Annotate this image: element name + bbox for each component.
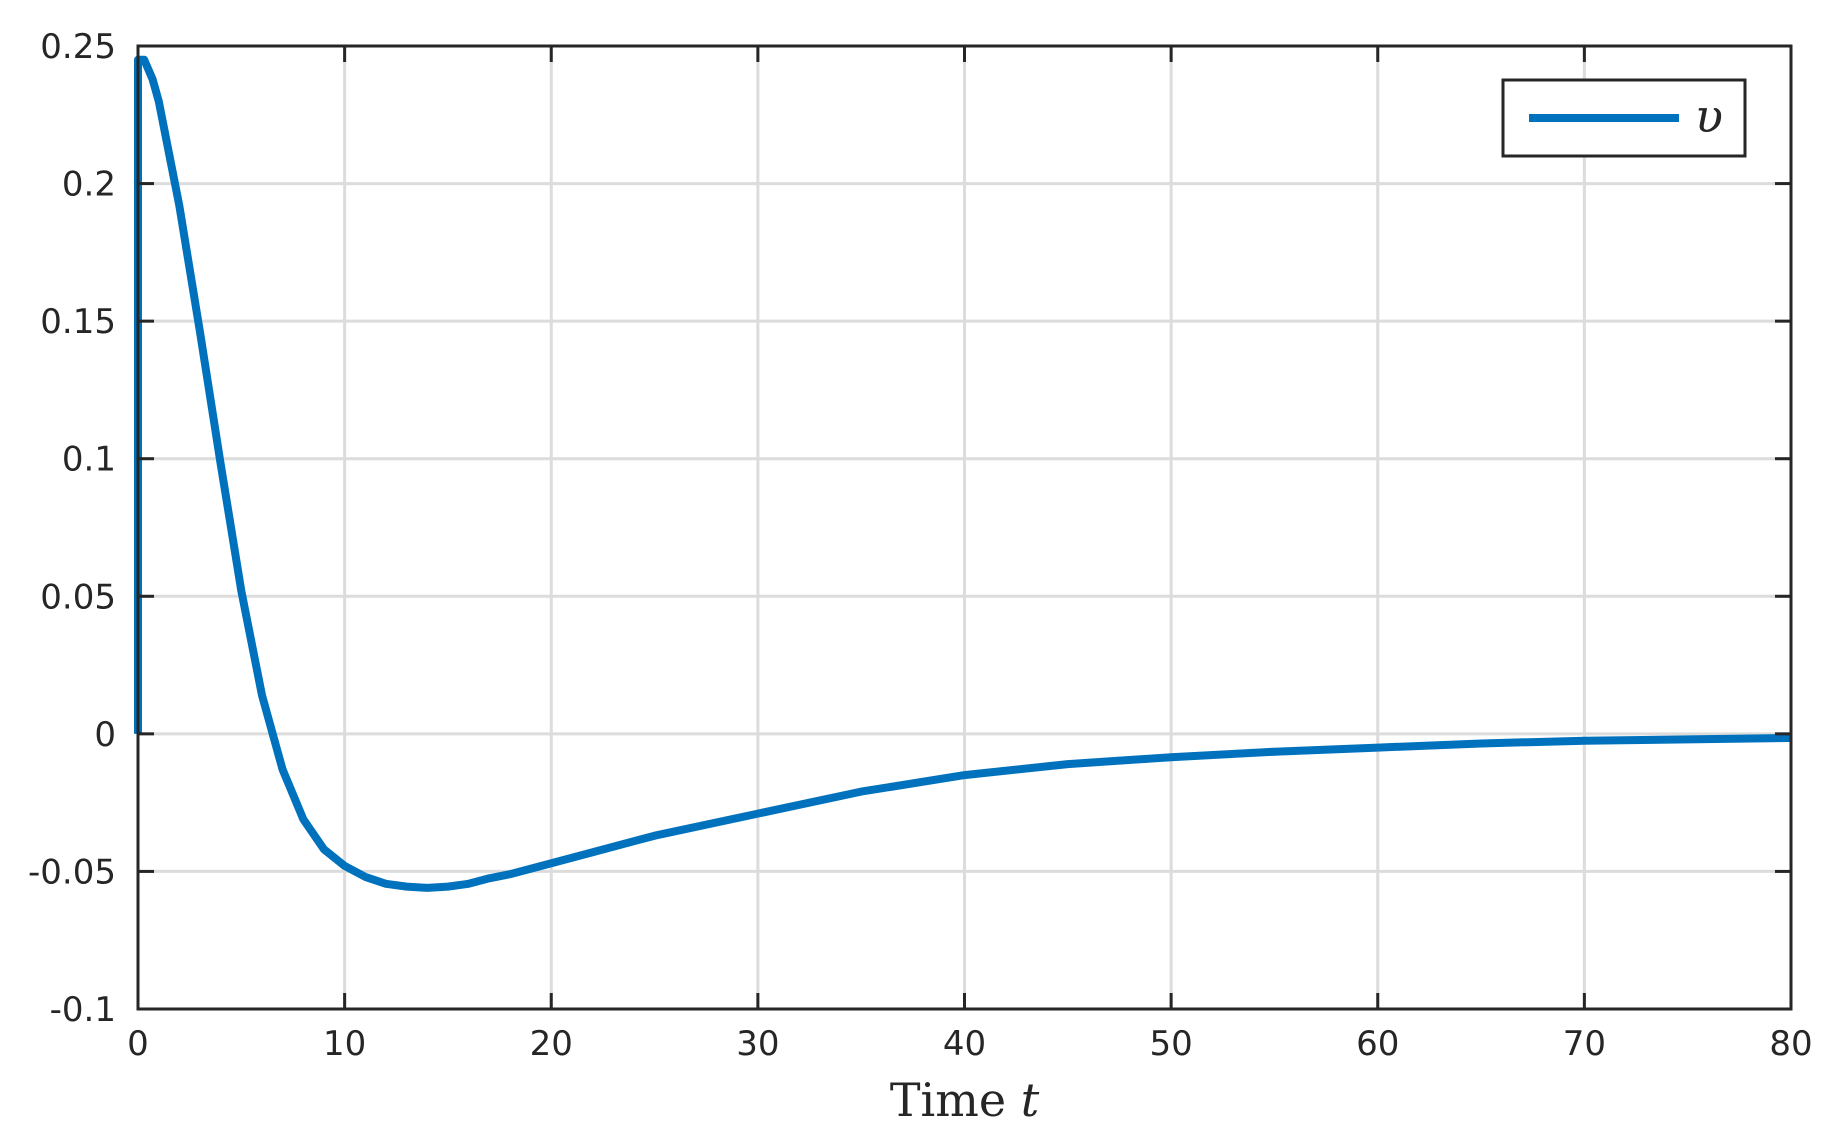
y-tick-labels: -0.1 -0.05 0 0.05 0.1 0.15 0.2 0.25 <box>28 27 116 1030</box>
series-line <box>134 55 1792 892</box>
x-tick-label: 20 <box>530 1024 573 1064</box>
grid <box>138 46 1791 1009</box>
x-tick-label: 50 <box>1149 1024 1192 1064</box>
y-tick-label: 0.2 <box>62 165 116 205</box>
x-axis-title-text: Time <box>890 1073 1006 1127</box>
x-axis-title: Time t <box>890 1073 1040 1127</box>
x-tick-label: 40 <box>943 1024 986 1064</box>
x-tick-label: 80 <box>1769 1024 1812 1064</box>
x-axis-title-variable: t <box>1021 1073 1040 1127</box>
x-tick-label: 0 <box>127 1024 149 1064</box>
y-tick-label: -0.05 <box>28 852 116 892</box>
y-tick-label: 0 <box>94 715 116 755</box>
y-tick-label: -0.1 <box>50 990 116 1030</box>
y-tick-label: 0.15 <box>40 302 116 342</box>
ticks <box>136 44 1793 1011</box>
x-tick-label: 60 <box>1356 1024 1399 1064</box>
legend: υ <box>1501 78 1747 158</box>
y-tick-label: 0.25 <box>40 27 116 67</box>
x-tick-label: 70 <box>1563 1024 1606 1064</box>
series-layer <box>134 55 1792 892</box>
legend-label: υ <box>1695 89 1723 143</box>
x-tick-labels: 0 10 20 30 40 50 60 70 80 <box>127 1024 1812 1064</box>
y-tick-label: 0.1 <box>62 440 116 480</box>
x-tick-label: 30 <box>736 1024 779 1064</box>
y-tick-label: 0.05 <box>40 577 116 617</box>
x-tick-label: 10 <box>323 1024 366 1064</box>
